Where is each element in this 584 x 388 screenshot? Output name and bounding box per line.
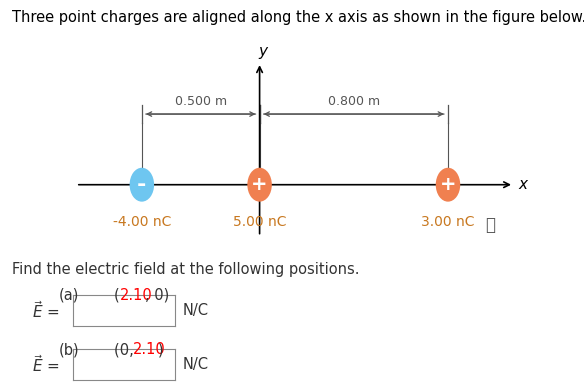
Text: ): ) xyxy=(158,342,164,357)
Text: N/C: N/C xyxy=(182,357,208,372)
Text: x: x xyxy=(519,177,527,192)
Text: , 0): , 0) xyxy=(145,288,169,303)
Text: 2.10: 2.10 xyxy=(133,342,166,357)
Ellipse shape xyxy=(436,168,460,202)
Text: Three point charges are aligned along the x axis as shown in the figure below.: Three point charges are aligned along th… xyxy=(12,10,584,25)
Text: 3.00 nC: 3.00 nC xyxy=(421,215,475,229)
Text: (b): (b) xyxy=(58,342,79,357)
Ellipse shape xyxy=(248,168,272,202)
Text: $\vec{E}$ =: $\vec{E}$ = xyxy=(32,354,60,375)
Text: N/C: N/C xyxy=(182,303,208,318)
Ellipse shape xyxy=(130,168,154,202)
Text: (: ( xyxy=(114,288,120,303)
Text: +: + xyxy=(251,175,268,194)
Text: -: - xyxy=(137,175,147,195)
Text: (a): (a) xyxy=(58,288,79,303)
Text: 5.00 nC: 5.00 nC xyxy=(233,215,286,229)
Text: $\vec{E}$ =: $\vec{E}$ = xyxy=(32,300,60,321)
Text: -4.00 nC: -4.00 nC xyxy=(113,215,171,229)
Text: +: + xyxy=(440,175,456,194)
Text: 2.10: 2.10 xyxy=(120,288,153,303)
Text: ⓘ: ⓘ xyxy=(485,216,495,234)
Text: (0,: (0, xyxy=(114,342,138,357)
Text: Find the electric field at the following positions.: Find the electric field at the following… xyxy=(12,262,359,277)
Text: y: y xyxy=(259,44,267,59)
Text: 0.800 m: 0.800 m xyxy=(328,95,380,108)
Text: 0.500 m: 0.500 m xyxy=(175,95,227,108)
